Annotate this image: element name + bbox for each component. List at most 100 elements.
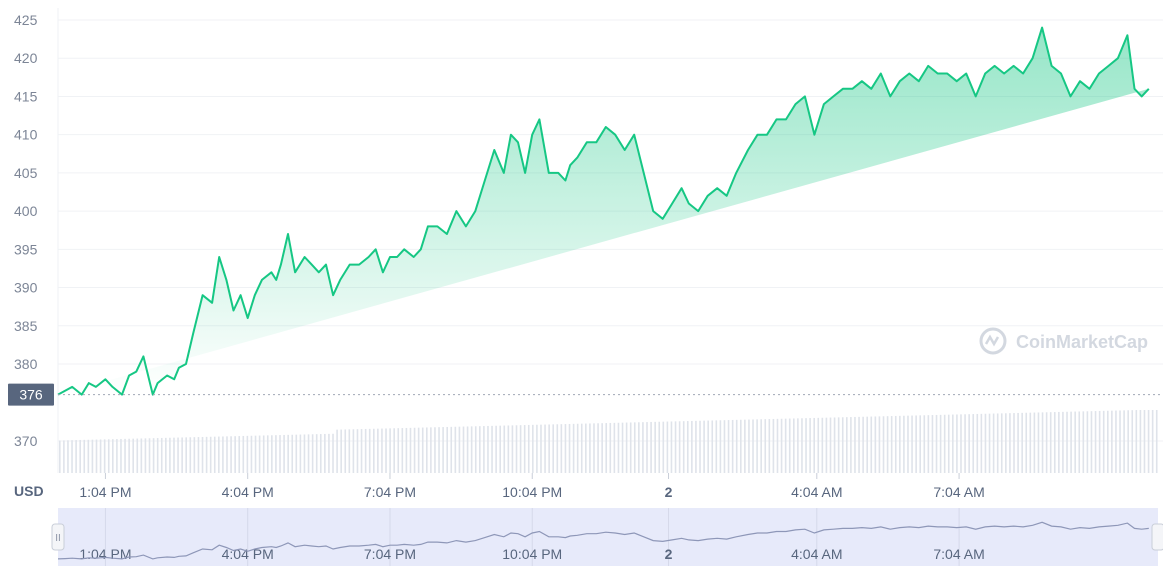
volume-bar (862, 416, 864, 473)
volume-bar (254, 435, 257, 473)
current-price-badge: 376 (8, 383, 54, 406)
volume-bar (238, 436, 241, 473)
volume-bar (756, 419, 758, 473)
y-tick-label: 380 (14, 356, 38, 372)
volume-bar (181, 437, 183, 473)
volume-bar (356, 429, 359, 473)
volume-bar (552, 424, 555, 473)
volume-bar (222, 436, 224, 473)
volume-bar (976, 413, 979, 473)
volume-bar (764, 419, 767, 473)
volume-bar (332, 433, 334, 473)
volume-bar (87, 439, 90, 473)
volume-bar (846, 417, 848, 473)
volume-bar (617, 422, 620, 473)
volume-bar (401, 428, 404, 473)
navigator[interactable]: 1:04 PM 4:04 PM 7:04 PM 10:04 PM 2 4:04 AM 7:0… (51, 508, 1163, 566)
volume-bar (103, 439, 106, 473)
volume-bar (593, 423, 595, 473)
volume-bar (523, 425, 526, 473)
volume-bar (271, 435, 273, 473)
volume-bar (919, 415, 922, 473)
navigator-left-handle[interactable] (51, 523, 65, 551)
volume-bar (421, 427, 424, 473)
volume-bar (250, 435, 253, 473)
volume-bar (495, 425, 497, 473)
volume-bar (788, 418, 791, 473)
volume-bar (279, 435, 281, 473)
volume-bar (91, 439, 94, 473)
volume-bar (670, 421, 673, 473)
volume-bar (128, 438, 130, 473)
volume-bar (1143, 410, 1146, 473)
volume-bar (417, 427, 420, 473)
volume-bar (960, 414, 962, 473)
volume-bar (1025, 412, 1028, 473)
volume-bar (385, 428, 387, 473)
x-tick-label: 10:04 PM (502, 484, 562, 500)
volume-bar (646, 422, 648, 473)
volume-bar (821, 417, 824, 473)
volume-bar (173, 437, 175, 473)
volume-bar (809, 418, 811, 473)
volume-bar (79, 439, 81, 473)
volume-bar (405, 427, 408, 473)
navigator-tick-label: 7:04 AM (933, 546, 984, 562)
volume-bar (205, 436, 208, 473)
volume-bar (262, 435, 265, 473)
navigator-tick-label: 1:04 PM (79, 546, 131, 562)
volume-bar (438, 427, 440, 473)
volume-bar (177, 437, 179, 473)
volume-bar (866, 416, 868, 473)
current-price-badge-text: 376 (19, 387, 43, 403)
volume-bar (226, 436, 228, 473)
volume-bar (160, 437, 163, 473)
volume-bar (1045, 412, 1048, 473)
volume-bar (841, 417, 844, 473)
volume-bar (275, 435, 277, 473)
volume-bar (621, 422, 624, 473)
volume-bar (507, 425, 510, 473)
volume-bar (715, 420, 718, 473)
volume-bars (59, 410, 1158, 473)
volume-bar (1147, 410, 1150, 473)
x-axis: 1:04 PM 4:04 PM 7:04 PM 10:04 PM 2 4:04 AM 7:0… (79, 473, 985, 500)
volume-bar (931, 415, 934, 473)
volume-bar (699, 420, 701, 473)
volume-bar (1037, 412, 1040, 473)
volume-bar (752, 419, 754, 473)
x-tick-label: 1:04 PM (79, 484, 131, 500)
volume-bar (409, 427, 412, 473)
volume-bar (874, 416, 877, 473)
watermark-text: CoinMarketCap (1016, 332, 1148, 352)
volume-bar (377, 428, 379, 473)
volume-bar (1053, 412, 1056, 473)
volume-bar (319, 434, 322, 473)
volume-bar (817, 417, 820, 473)
volume-bar (336, 429, 338, 473)
navigator-right-handle[interactable] (1151, 523, 1163, 551)
volume-bar (829, 417, 832, 473)
volume-bar (1106, 410, 1109, 473)
volume-bar (711, 420, 714, 473)
volume-bar (805, 418, 807, 473)
x-tick-label: 7:04 PM (364, 484, 416, 500)
volume-bar (503, 425, 506, 473)
volume-bar (258, 435, 261, 473)
volume-bar (1115, 410, 1117, 473)
volume-bar (71, 440, 73, 473)
navigator-tick-label: 10:04 PM (502, 546, 562, 562)
volume-bar (1111, 410, 1113, 473)
volume-bar (315, 434, 318, 473)
volume-bar (303, 434, 306, 473)
volume-bar (430, 427, 432, 473)
volume-bar (964, 414, 966, 473)
y-tick-label: 410 (14, 127, 38, 143)
volume-bar (426, 427, 428, 473)
volume-bar (719, 420, 722, 473)
volume-bar (397, 428, 400, 473)
volume-bar (556, 424, 559, 473)
volume-bar (532, 424, 534, 473)
volume-bar (1086, 411, 1089, 473)
